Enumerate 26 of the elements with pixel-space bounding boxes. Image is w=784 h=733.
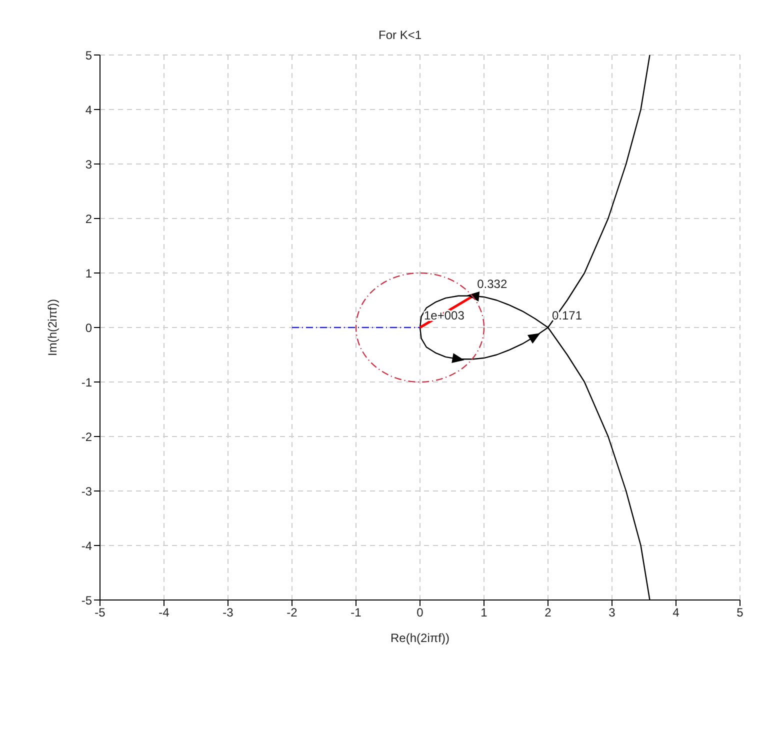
x-tick-label: 4 — [672, 606, 680, 620]
y-tick-label: -4 — [81, 538, 92, 553]
y-tick-label: -2 — [81, 430, 92, 444]
x-tick-label: 2 — [544, 606, 552, 620]
y-tick-label: -3 — [81, 484, 92, 498]
y-tick-label: 4 — [85, 102, 92, 117]
chart-title: For K<1 — [377, 28, 423, 42]
y-tick-label: -5 — [81, 593, 92, 608]
x-tick-label: 1 — [480, 606, 488, 620]
y-tick-label: -1 — [81, 375, 92, 390]
y-tick-label: 2 — [85, 212, 92, 226]
x-tick-label: 3 — [608, 606, 616, 620]
x-tick-label: 0 — [416, 606, 424, 620]
annotation: 0.332 — [477, 276, 508, 291]
x-tick-label: 5 — [736, 606, 744, 620]
x-tick-label: -3 — [222, 606, 234, 620]
y-tick-label: 5 — [85, 48, 92, 62]
y-tick-label: 3 — [85, 157, 92, 172]
y-tick-label: 0 — [85, 320, 92, 335]
y-axis-title: Im(h(2iπf)) — [45, 299, 60, 356]
x-axis-title: Re(h(2iπf)) — [390, 631, 450, 645]
y-tick-label: 1 — [85, 266, 92, 280]
x-tick-label: -1 — [350, 606, 362, 620]
x-tick-label: -2 — [286, 606, 298, 620]
x-tick-label: -4 — [158, 606, 170, 620]
x-tick-label: -5 — [94, 606, 106, 620]
